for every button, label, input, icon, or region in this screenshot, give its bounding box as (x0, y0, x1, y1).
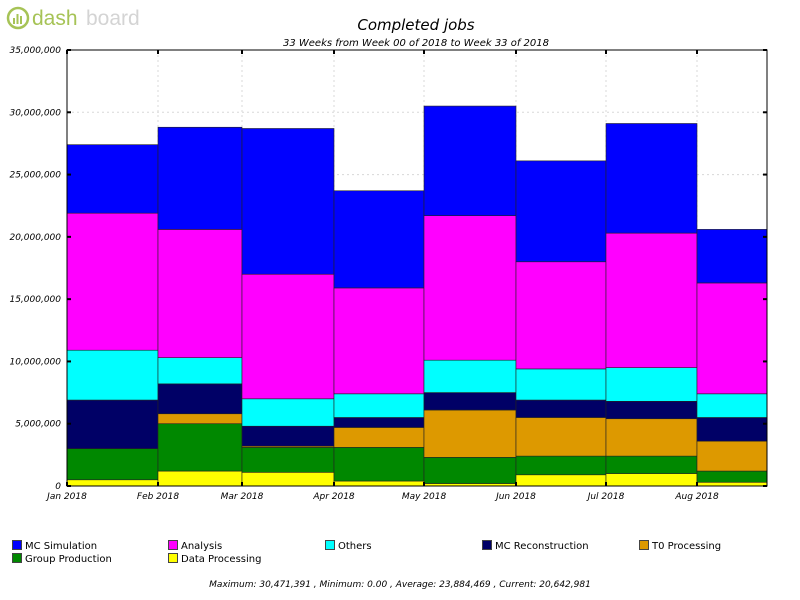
bar-segment (241, 425, 335, 447)
y-tick-label: 25,000,000 (9, 171, 61, 181)
y-tick-label: 15,000,000 (9, 295, 61, 305)
bar-segment (423, 409, 517, 458)
legend-swatch (12, 553, 22, 563)
legend-swatch (325, 540, 335, 550)
bar-segment (696, 417, 768, 442)
legend-item: T0 Processing (639, 540, 721, 552)
legend-label: T0 Processing (652, 541, 722, 552)
y-tick-label: 10,000,000 (9, 357, 61, 367)
bar-segment (66, 448, 159, 481)
bar-segment (605, 455, 698, 474)
bar-segment (241, 398, 335, 427)
bar-segment (157, 470, 243, 487)
chart-subtitle: 33 Weeks from Week 00 of 2018 to Week 33… (282, 38, 549, 49)
bar-segment (157, 357, 243, 385)
legend-label: Data Processing (181, 554, 262, 565)
bar-segment (157, 126, 243, 230)
x-tick-label: Jun 2018 (494, 492, 536, 502)
x-tick-label: Mar 2018 (221, 492, 264, 502)
bar-segment (423, 392, 517, 411)
bar-segment (66, 399, 159, 449)
bar-segment (241, 447, 335, 473)
bar-segment (241, 128, 335, 275)
bar-segment (605, 400, 698, 420)
bar-segment (696, 282, 768, 395)
bar-segment (423, 215, 517, 361)
legend-swatch (482, 540, 492, 550)
bar-segment (515, 160, 607, 263)
bar-segment (515, 261, 607, 370)
bar-segment (696, 440, 768, 472)
legend-item: Others (325, 540, 372, 552)
bar-segment (605, 473, 698, 487)
legend-swatch (168, 540, 178, 550)
bar-segment (66, 144, 159, 214)
bar-segment (696, 229, 768, 284)
bar-segment (333, 190, 425, 289)
bar-segment (605, 123, 698, 234)
bar-segment (157, 383, 243, 415)
legend-label: Analysis (181, 541, 223, 552)
bar-segment (241, 471, 335, 487)
legend-item: Analysis (168, 540, 222, 552)
bar-segment (333, 417, 425, 428)
bar-segment (241, 273, 335, 400)
bar-segment (157, 423, 243, 472)
dashboard-logo: dash board (6, 6, 140, 30)
bar-segment (157, 413, 243, 425)
bar-segment (515, 474, 607, 487)
bar-segment (66, 479, 159, 487)
legend-label: Group Production (25, 554, 112, 565)
bar-segment (423, 457, 517, 484)
legend-label: MC Simulation (25, 541, 98, 552)
x-tick-label: Apr 2018 (312, 492, 355, 502)
bar-segment (515, 417, 607, 457)
y-tick-label: 35,000,000 (9, 46, 61, 56)
y-tick-label: 5,000,000 (15, 420, 61, 430)
bar-segment (515, 399, 607, 418)
bar-segment (605, 367, 698, 402)
bar-segment (333, 427, 425, 448)
legend-item: Group Production (12, 553, 112, 565)
legend-swatch (168, 553, 178, 563)
bar-segment (333, 287, 425, 395)
bar-segment (157, 229, 243, 358)
legend-item: MC Reconstruction (482, 540, 589, 552)
bar-segment (696, 393, 768, 418)
chart-statistics-footer: Maximum: 30,471,391 , Minimum: 0.00 , Av… (209, 580, 591, 590)
legend-swatch (12, 540, 22, 550)
y-tick-label: 30,000,000 (9, 108, 61, 118)
bar-segment (66, 212, 159, 351)
svg-text:dash: dash (32, 7, 78, 30)
legend-item: Data Processing (168, 553, 261, 565)
y-tick-label: 0 (55, 482, 61, 492)
x-tick-label: Jul 2018 (586, 492, 625, 502)
bar-segment (605, 232, 698, 368)
x-tick-label: May 2018 (402, 492, 447, 502)
svg-text:board: board (86, 7, 140, 30)
x-tick-label: Jan 2018 (45, 492, 87, 502)
bar-segment (515, 455, 607, 476)
y-tick-label: 20,000,000 (9, 233, 61, 243)
bar-segment (423, 359, 517, 393)
x-tick-label: Aug 2018 (674, 492, 719, 502)
bar-segment (333, 480, 425, 487)
x-tick-label: Feb 2018 (137, 492, 179, 502)
bar-segment (333, 393, 425, 418)
legend-item: MC Simulation (12, 540, 97, 552)
bar-segment (605, 418, 698, 457)
legend-label: Others (338, 541, 372, 552)
bar-segment (423, 105, 517, 216)
bar-segment (66, 349, 159, 401)
plot-frame (66, 49, 768, 487)
bar-segment (333, 447, 425, 482)
bar-segment (515, 368, 607, 401)
legend-label: MC Reconstruction (495, 541, 589, 552)
bar-segment (696, 470, 768, 483)
legend-swatch (639, 540, 649, 550)
bar-segment (696, 481, 768, 487)
chart-title: Completed jobs (357, 16, 475, 34)
